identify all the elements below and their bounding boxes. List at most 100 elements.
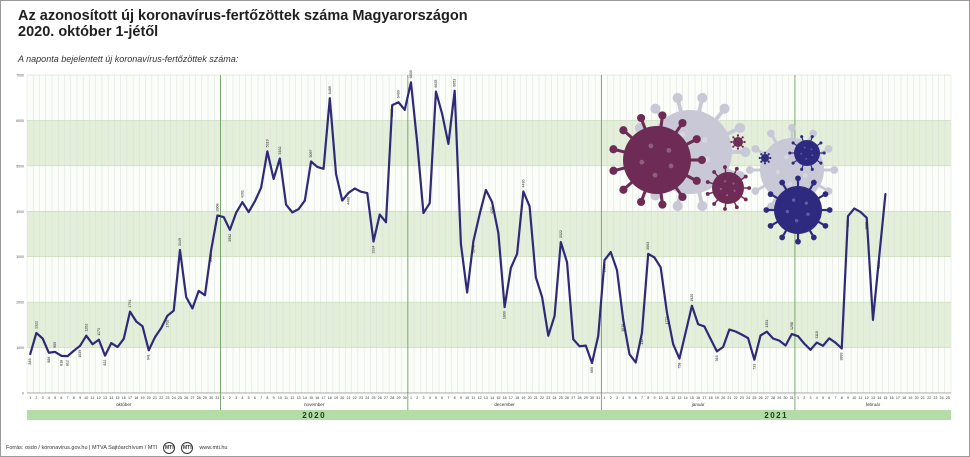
x-tick-label-17: 18	[134, 396, 138, 400]
point-label-95: 1610	[621, 324, 625, 332]
data-point-93	[609, 251, 612, 253]
x-tick-label-128: 6	[828, 396, 830, 400]
x-tick-label-89: 29	[584, 396, 588, 400]
virus-purple-large-spike-head	[678, 118, 687, 128]
virus-navy-medium-spike-head	[810, 135, 814, 139]
virus-purple-large-dot	[668, 163, 674, 169]
data-point-117	[759, 334, 762, 337]
virus-purple-large-spike-head	[678, 192, 687, 202]
virus-purple-large-body	[623, 126, 691, 194]
virus-purple-small-dot	[725, 194, 729, 197]
point-label-3: 886	[47, 357, 51, 363]
data-point-60	[403, 108, 406, 111]
x-tick-label-81: 21	[534, 396, 538, 400]
virus-navy-tiny-dot	[763, 156, 765, 157]
x-tick-label-21: 22	[159, 396, 163, 400]
data-point-34	[241, 201, 244, 204]
data-point-27	[197, 290, 200, 292]
virus-purple-tiny-dot	[735, 141, 737, 143]
data-point-131	[847, 215, 849, 218]
virus-grey-large-spike-head	[697, 201, 708, 212]
virus-navy-medium-spike-head	[810, 167, 814, 171]
virus-purple-large-spike-head	[619, 126, 628, 135]
point-label-68: 6653	[453, 79, 457, 87]
x-tick-label-49: 19	[334, 396, 338, 400]
point-label-118: 1351	[765, 320, 769, 328]
virus-purple-large-dot	[648, 143, 654, 149]
x-tick-label-50: 20	[340, 396, 344, 400]
x-tick-label-86: 26	[565, 396, 569, 400]
point-label-136: 4385	[877, 261, 881, 269]
virus-purple-large-spike-head	[637, 113, 646, 123]
x-tick-label-11: 12	[97, 396, 101, 400]
mti-globe-logo-icon: MTI	[181, 442, 194, 454]
point-label-98: 1327	[640, 337, 644, 345]
point-label-74: 4201	[490, 206, 494, 214]
x-tick-label-52: 22	[353, 396, 357, 400]
virus-purple-small-spike-head	[705, 180, 710, 184]
point-label-122: 1298	[790, 322, 794, 330]
virus-navy-large-dot	[791, 198, 796, 202]
virus-navy-large-spike-head	[810, 179, 817, 186]
virus-navy-large-spike-head	[810, 234, 817, 241]
y-tick-label-2000: 2000	[16, 301, 24, 305]
data-point-123	[797, 335, 799, 338]
x-tick-label-29: 30	[209, 396, 213, 400]
virus-purple-tiny-spike-head	[741, 136, 744, 139]
virus-purple-tiny-icon	[730, 134, 746, 150]
virus-purple-tiny-body	[733, 137, 743, 147]
x-tick-label-43: 13	[297, 396, 301, 400]
x-tick-label-27: 28	[197, 396, 201, 400]
virus-purple-tiny-spike-head	[741, 145, 744, 148]
data-point-120	[778, 339, 781, 342]
data-point-75	[497, 232, 500, 234]
virus-navy-tiny-spike-head	[767, 160, 770, 163]
x-tick-label-8: 9	[79, 396, 81, 400]
x-tick-label-114: 23	[740, 396, 744, 400]
x-tick-label-30: 31	[215, 396, 219, 400]
x-tick-label-56: 26	[378, 396, 382, 400]
x-tick-label-34: 4	[241, 396, 243, 400]
data-point-101	[659, 266, 662, 269]
data-point-106	[691, 304, 693, 307]
data-point-54	[366, 192, 369, 194]
x-tick-label-46: 16	[315, 396, 319, 400]
x-tick-label-65: 5	[435, 396, 437, 400]
data-point-121	[784, 344, 787, 347]
x-tick-label-111: 20	[721, 396, 725, 400]
virus-navy-medium-spike-head	[791, 141, 795, 145]
point-label-51: 4406	[347, 197, 351, 205]
data-point-103	[672, 343, 675, 346]
year-bar	[27, 410, 951, 420]
data-point-49	[335, 173, 337, 175]
point-label-106: 1920	[690, 294, 694, 302]
virus-grey-right-dot	[783, 154, 789, 160]
virus-grey-right-dot	[775, 169, 780, 175]
virus-purple-large-spike-head	[658, 200, 667, 209]
virus-purple-large-dot	[639, 159, 645, 165]
x-tick-label-26: 27	[190, 396, 194, 400]
virus-purple-small-spike-head	[705, 192, 710, 196]
point-label-19: 941	[147, 354, 151, 360]
point-label-8: 1039	[78, 350, 82, 358]
virus-navy-large-body	[774, 186, 822, 234]
x-tick-label-112: 21	[727, 396, 731, 400]
data-point-8	[79, 344, 81, 347]
data-point-14	[116, 346, 119, 348]
data-point-1	[35, 332, 38, 334]
data-point-32	[229, 228, 231, 231]
x-tick-label-147: 25	[946, 396, 950, 400]
point-label-38: 5319	[265, 139, 269, 147]
point-label-0: 849	[28, 358, 32, 364]
data-point-133	[859, 211, 862, 213]
data-point-88	[578, 345, 581, 348]
data-point-89	[584, 344, 587, 347]
month-label-november: november	[304, 402, 325, 407]
data-point-38	[266, 150, 269, 153]
x-tick-label-28: 29	[203, 396, 207, 400]
x-tick-label-79: 19	[521, 396, 525, 400]
data-point-3	[47, 351, 50, 354]
x-tick-label-121: 30	[784, 396, 788, 400]
virus-navy-medium-spike-head	[800, 167, 804, 171]
mti-globe-logo-text: MTI	[183, 445, 192, 451]
